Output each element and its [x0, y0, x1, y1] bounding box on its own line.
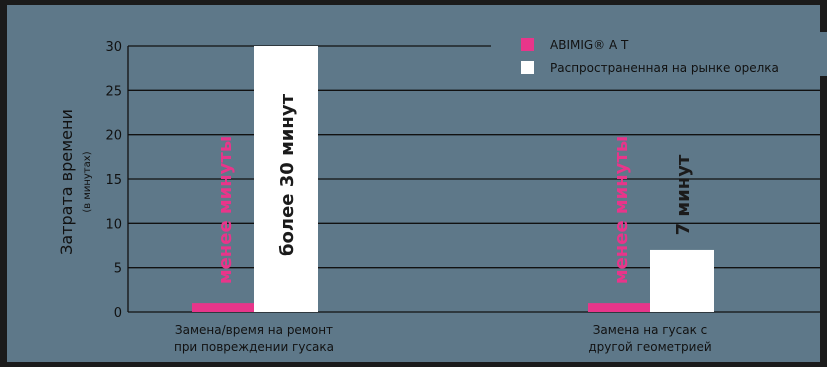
y-tick-label: 0 — [114, 306, 122, 321]
legend-swatch-abimig — [521, 38, 534, 51]
x-category-label: Замена/время на ремонт — [175, 323, 333, 337]
bar-value-label: более 30 минут — [277, 93, 298, 256]
bar-abimig — [192, 303, 256, 312]
y-tick-label: 30 — [105, 40, 122, 55]
x-category-label: при повреждении гусака — [174, 340, 334, 354]
legend-swatch-market-torch — [521, 61, 534, 74]
legend-background — [491, 32, 827, 76]
y-tick-label: 20 — [105, 129, 122, 144]
bar-value-label: 7 минут — [673, 154, 694, 235]
y-tick-label: 10 — [105, 217, 122, 232]
y-tick-label: 15 — [105, 173, 122, 188]
legend-label: ABIMIG® A T — [550, 38, 629, 52]
y-tick-label: 5 — [114, 262, 122, 277]
x-category-label: другой геометрией — [588, 340, 711, 354]
legend-label: Распространенная на рынке орелка — [550, 61, 779, 75]
y-tick-label: 25 — [105, 84, 122, 99]
bar-abimig — [588, 303, 652, 312]
bar-market-torch — [254, 46, 318, 312]
bar-value-label: менее минуты — [611, 136, 632, 284]
y-axis-unit: (в минутах) — [82, 151, 93, 212]
x-category-label: Замена на гусак с — [593, 323, 708, 337]
bar-market-torch — [650, 249, 714, 312]
bar-value-label: менее минуты — [215, 136, 236, 284]
y-axis-title: Затрата времени — [57, 109, 76, 255]
